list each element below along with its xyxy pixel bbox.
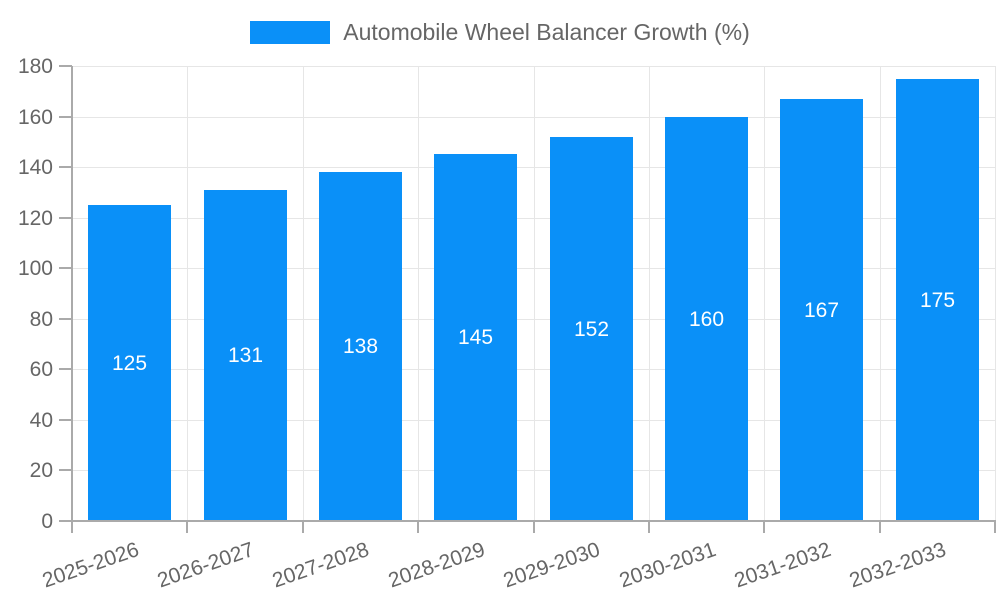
x-axis-tick [648,521,650,533]
x-axis-tick-label: 2030-2031 [616,538,719,593]
gridline-horizontal [72,268,995,270]
bar-value-label: 152 [573,317,610,341]
legend-swatch-icon [250,21,331,44]
y-axis-tick [59,216,72,219]
bar: 138 [319,172,402,521]
x-axis-tick [186,521,188,533]
bar: 160 [665,117,748,521]
y-axis-tick-label: 100 [17,257,53,281]
x-axis-tick-label: 2028-2029 [385,538,488,593]
bar: 152 [550,137,633,521]
y-axis-tick [59,166,72,169]
gridline-horizontal [72,167,995,169]
y-axis-tick [59,115,72,118]
y-axis-tick-label: 20 [29,459,53,483]
gridline-vertical [187,66,188,521]
x-axis-tick [879,521,881,533]
bar: 125 [88,205,171,521]
x-axis-tick-label: 2027-2028 [269,538,372,593]
y-axis-tick [59,469,72,472]
gridline-horizontal [72,217,995,219]
gridline-vertical [649,66,650,521]
bar-value-label: 175 [919,288,956,312]
y-axis-tick [59,520,72,522]
gridline-vertical [995,66,996,521]
x-axis-tick [533,521,535,533]
bar: 145 [434,154,517,521]
y-axis-tick [59,418,72,421]
bar-value-label: 167 [803,298,840,322]
y-axis-tick-label: 60 [29,358,53,382]
bar: 175 [896,79,979,521]
gridline-horizontal [72,66,995,67]
gridline-vertical [418,66,419,521]
gridline-vertical [534,66,535,521]
gridline-horizontal [72,470,995,472]
x-axis-tick-label: 2026-2027 [154,538,257,593]
x-axis-tick [417,521,419,533]
y-axis-line [71,66,73,533]
gridline-vertical [303,66,304,521]
bar: 131 [204,190,287,521]
legend-item[interactable]: Automobile Wheel Balancer Growth (%) [250,19,750,46]
y-axis-tick-label: 140 [17,156,53,180]
y-axis-tick-label: 40 [29,408,53,432]
gridline-horizontal [72,116,995,118]
y-axis-tick [59,65,72,67]
bar-value-label: 145 [457,326,494,349]
x-axis-tick-label: 2032-2033 [846,538,949,593]
y-axis-tick [59,368,72,371]
bar-value-label: 131 [227,344,264,367]
gridline-vertical [764,66,765,521]
y-axis-tick-label: 0 [41,510,53,533]
x-axis-tick-label: 2025-2026 [39,538,142,593]
gridline-horizontal [72,419,995,421]
x-axis-tick [302,521,304,533]
bar-value-label: 125 [111,351,148,375]
bar-value-label: 160 [688,307,725,331]
bar: 167 [780,99,863,521]
x-axis-tick [763,521,765,533]
x-axis-tick-label: 2031-2032 [731,538,834,593]
bar-value-label: 138 [342,335,379,358]
y-axis-tick [59,317,72,320]
x-axis-tick [994,521,996,533]
y-axis-tick-label: 180 [17,55,53,78]
gridline-horizontal [72,318,995,320]
y-axis-tick-label: 120 [17,206,53,230]
legend: Automobile Wheel Balancer Growth (%) [0,19,1000,46]
legend-label: Automobile Wheel Balancer Growth (%) [343,19,750,45]
gridline-vertical [880,66,881,521]
x-axis-tick-label: 2029-2030 [500,538,603,593]
gridline-horizontal [72,369,995,371]
y-axis-tick [59,267,72,270]
y-axis-tick-label: 80 [29,307,53,331]
y-axis-tick-label: 160 [17,105,53,129]
